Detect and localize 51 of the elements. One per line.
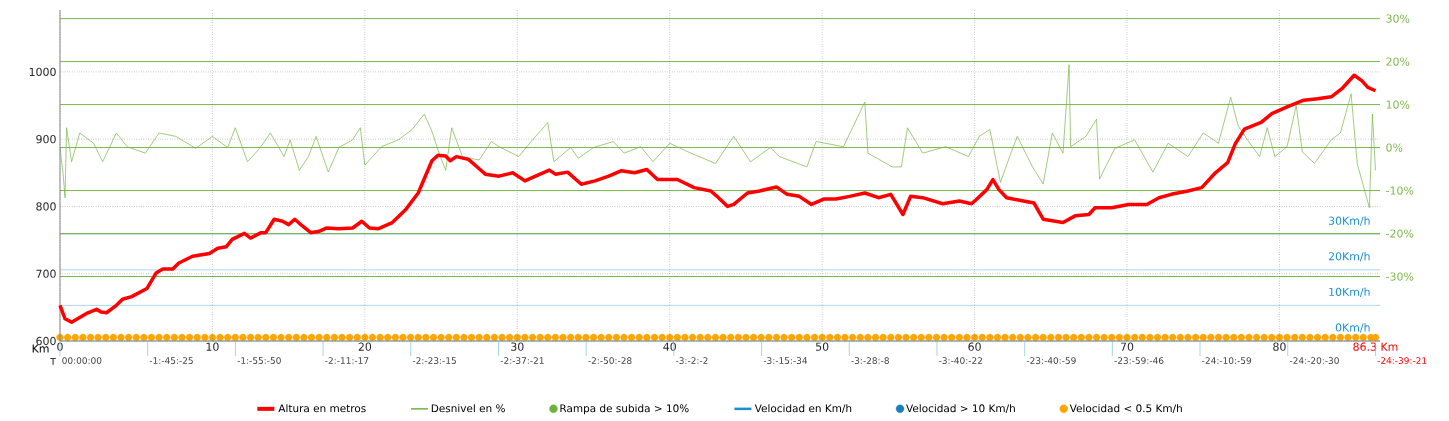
text: -23:-59:-46	[1114, 357, 1164, 364]
legend-label: Velocidad en Km/h	[754, 404, 852, 414]
legend-label: Velocidad < 0.5 Km/h	[1069, 404, 1182, 414]
y2-tick-label: -20%	[1386, 229, 1414, 238]
x-tick-label: 50	[816, 342, 829, 351]
text: -24:-10:-59	[1202, 357, 1252, 364]
text: -24:-20:-30	[1289, 357, 1339, 364]
text: -3:-2:-2	[675, 357, 708, 364]
legend-label: Altura en metros	[278, 404, 366, 413]
y2-tick-label: -30%	[1386, 272, 1414, 281]
x-tick-label: 30	[511, 342, 524, 351]
text: T	[50, 358, 56, 365]
y3-tick-label: 10Km/h	[1329, 287, 1370, 297]
x-tick-label: 80	[1273, 342, 1286, 351]
x-tick-label: 60	[968, 342, 981, 351]
text: -2:-50:-28	[588, 357, 632, 364]
y-tick-label: 900	[36, 135, 56, 144]
x-tick-label: 86.3 Km	[1353, 342, 1398, 351]
x-axis-title: Km	[32, 344, 49, 353]
line-series	[58, 73, 1378, 324]
y2-tick-label: 0%	[1386, 143, 1403, 152]
y-tick-label: 700	[36, 269, 56, 278]
y2-tick-label: 10%	[1386, 100, 1410, 109]
y2-tick-label: -10%	[1386, 186, 1414, 195]
legend-label: Velocidad > 10 Km/h	[906, 404, 1015, 414]
text: -2:-23:-15	[412, 357, 456, 364]
text: -2:-11:-17	[325, 357, 369, 364]
x-tick-label: 10	[206, 342, 219, 351]
legend-label: Rampa de subida > 10%	[560, 404, 689, 415]
text: -3:-15:-34	[763, 357, 808, 364]
x-tick-label: 20	[358, 342, 372, 351]
text: -1:-55:-50	[237, 357, 281, 364]
y3-tick-label: 20Km/h	[1328, 251, 1370, 262]
y2-tick-label: 20%	[1386, 57, 1410, 66]
y-tick-label: 1000	[29, 67, 56, 77]
x-tick-label: 70	[1120, 342, 1134, 351]
text: -3:-28:-8	[851, 357, 889, 364]
text: -24:-39:-21	[1377, 357, 1427, 364]
x-tick-label: 0	[57, 342, 63, 351]
y-tick-label: 800	[36, 202, 56, 211]
y3-tick-label: 30Km/h	[1328, 216, 1370, 226]
y-tick-label: 600	[36, 336, 56, 346]
y3-tick-label: 0Km/h	[1335, 323, 1370, 333]
x-tick-label: 40	[663, 342, 676, 351]
text: -2:-37:-21	[500, 357, 544, 364]
text: -3:-40:-22	[939, 357, 982, 364]
y2-tick-label: 30%	[1386, 14, 1410, 23]
text: 00:00:00	[62, 357, 102, 364]
text: -23:-40:-59	[1026, 357, 1076, 364]
legend-label: Desnivel en %	[431, 404, 505, 413]
text: -1:-45:-25	[149, 357, 193, 364]
